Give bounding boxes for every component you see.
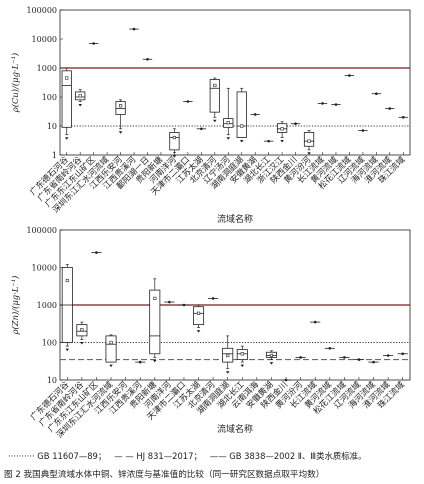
box-mean (240, 124, 244, 128)
box-iqr (115, 101, 126, 115)
data-point (388, 107, 392, 110)
legend-dashed-swatch: — — (108, 451, 134, 461)
panel-1: 110100100010000100000广东德石河谷广东省南岭河谷广东东江东山… (10, 6, 411, 225)
y-tick-label: 10 (47, 122, 57, 131)
box-iqr (149, 289, 161, 355)
box-iqr (236, 91, 247, 138)
outlier-low (80, 342, 84, 345)
box-mean (65, 278, 69, 283)
data-point (386, 354, 390, 357)
y-tick-label: 10 (47, 376, 57, 385)
data-point (313, 320, 317, 324)
outlier-low (280, 140, 284, 143)
data-point (132, 27, 136, 31)
outlier-low (213, 119, 217, 123)
data-point (284, 378, 288, 382)
box-mean (65, 76, 69, 80)
data-point (372, 360, 375, 364)
legend-solid-swatch: —— (204, 451, 227, 461)
data-point (95, 251, 98, 254)
data-point (253, 113, 257, 116)
legend-dotted-swatch: ·········· (8, 451, 35, 461)
data-point (186, 100, 190, 103)
box-mean (280, 127, 284, 131)
outlier-low (118, 131, 123, 134)
box-mean (240, 352, 244, 356)
outlier-low (109, 364, 113, 368)
outlier-low (172, 155, 177, 158)
y-tick-label: 10000 (32, 264, 57, 273)
data-point (375, 92, 378, 95)
y-tick-label: 100000 (26, 6, 57, 15)
box-iqr (105, 335, 117, 363)
outlier-low (269, 362, 274, 365)
y-tick-label: 1000 (37, 64, 57, 73)
box-iqr (303, 132, 315, 147)
data-point (267, 139, 270, 143)
box-mean (213, 83, 217, 88)
y-axis-label: ρ(Cu)/(μg·L⁻¹) (10, 53, 20, 113)
box-iqr (209, 79, 220, 113)
data-point (401, 115, 405, 119)
outlier-low (152, 359, 157, 363)
legend-item-3: GB 3838—2002 Ⅱ、Ⅲ类水质标准。 (229, 451, 367, 461)
data-point (348, 74, 351, 77)
outlier-low (240, 364, 245, 368)
legend-item-1: GB 11607—89； (37, 451, 107, 461)
data-point (299, 356, 302, 359)
outlier-low (78, 103, 82, 107)
box-mean (153, 296, 157, 300)
x-axis-label: 流域名称 (217, 213, 253, 225)
outlier-low (225, 371, 230, 374)
box-mean (118, 104, 123, 108)
outlier-low (65, 348, 70, 352)
data-point (294, 122, 297, 126)
plot-frame (59, 9, 411, 156)
figure-caption: 图 2 我国典型流域水体中铜、锌浓度与基准值的比较（同一研究区数据点取平均数） (4, 470, 325, 480)
data-point (146, 57, 149, 61)
box-mean (109, 340, 113, 345)
y-axis-label: ρ(Zn)/(μg·L⁻¹) (10, 276, 20, 336)
y-tick-label: 1 (52, 151, 57, 160)
box-mean (172, 135, 177, 140)
y-tick-label: 10000 (32, 35, 57, 44)
data-point (168, 300, 171, 304)
data-point (357, 358, 361, 361)
data-point (334, 103, 338, 106)
y-tick-label: 100 (42, 339, 57, 348)
x-axis-label: 流域名称 (217, 423, 253, 435)
box-mean (78, 94, 82, 98)
box-mean (226, 121, 230, 125)
data-point (211, 297, 215, 300)
y-tick-label: 100 (42, 93, 57, 102)
data-point (328, 347, 332, 350)
outlier-low (239, 140, 244, 143)
box-mean (226, 353, 230, 358)
data-point (200, 127, 203, 131)
y-tick-label: 1000 (37, 301, 57, 310)
panel-2: 10100100010000100000广东德石河谷广东省南岭河谷广东东江东山矿… (10, 226, 411, 440)
data-point (182, 303, 186, 307)
outlier-low (196, 330, 201, 333)
outlier-low (64, 137, 69, 140)
data-point (321, 102, 324, 105)
box-mean (269, 353, 274, 358)
y-tick-label: 100000 (26, 226, 57, 235)
legend-item-2: HJ 831—2017； (136, 451, 202, 461)
data-point (401, 352, 405, 356)
box-mean (307, 139, 311, 143)
data-point (92, 42, 95, 45)
outlier-low (307, 152, 311, 155)
data-point (343, 356, 346, 359)
box-iqr (169, 132, 180, 151)
box-mean (196, 311, 201, 315)
legend: ·········· GB 11607—89； — — HJ 831—2017；… (8, 450, 424, 462)
data-point (138, 360, 142, 364)
box-mean (80, 328, 84, 332)
outlier-low (226, 137, 231, 140)
box-iqr (61, 70, 72, 128)
data-point (361, 129, 365, 132)
box-iqr (193, 306, 205, 326)
